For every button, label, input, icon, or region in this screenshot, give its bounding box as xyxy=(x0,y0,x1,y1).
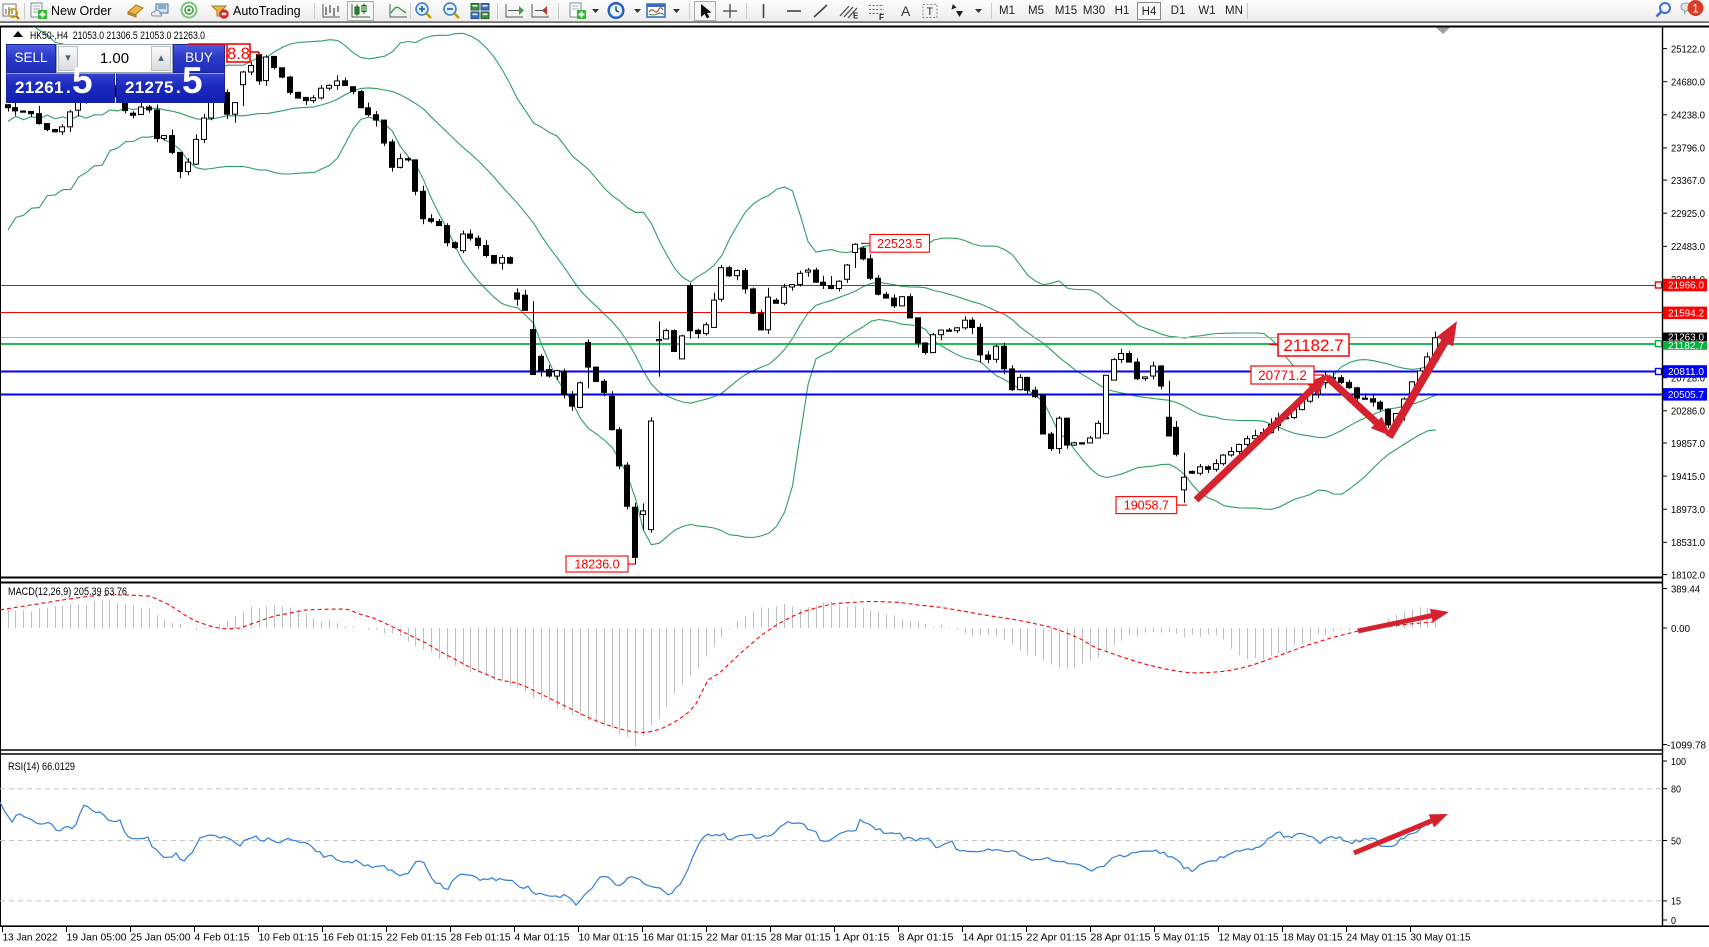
svg-text:5 May 01:15: 5 May 01:15 xyxy=(1155,932,1210,944)
svg-text:-1099.78: -1099.78 xyxy=(1667,739,1706,751)
svg-text:28 Mar 01:15: 28 Mar 01:15 xyxy=(771,932,831,944)
svg-text:19058.7: 19058.7 xyxy=(1124,499,1169,513)
svg-text:28 Apr 01:15: 28 Apr 01:15 xyxy=(1091,932,1151,944)
svg-text:18531.0: 18531.0 xyxy=(1671,537,1705,549)
svg-text:22925.0: 22925.0 xyxy=(1671,208,1705,220)
svg-text:4 Feb 01:15: 4 Feb 01:15 xyxy=(195,932,250,944)
svg-text:23367.0: 23367.0 xyxy=(1671,175,1705,187)
svg-text:100: 100 xyxy=(1671,756,1686,768)
svg-text:14 Apr 01:15: 14 Apr 01:15 xyxy=(963,932,1023,944)
svg-text:19 Jan 05:00: 19 Jan 05:00 xyxy=(67,932,127,944)
svg-text:F: F xyxy=(879,13,884,22)
svg-text:15: 15 xyxy=(1671,896,1681,908)
svg-text:50: 50 xyxy=(1671,835,1681,847)
svg-text:24238.0: 24238.0 xyxy=(1671,110,1705,122)
svg-text:4 Mar 01:15: 4 Mar 01:15 xyxy=(515,932,570,944)
svg-text:20505.7: 20505.7 xyxy=(1668,389,1704,401)
svg-text:24680.0: 24680.0 xyxy=(1671,77,1705,89)
svg-text:22 Mar 01:15: 22 Mar 01:15 xyxy=(707,932,767,944)
svg-text:1 Apr 01:15: 1 Apr 01:15 xyxy=(835,932,890,944)
svg-text:389.44: 389.44 xyxy=(1671,583,1700,595)
svg-text:8.8: 8.8 xyxy=(227,45,250,63)
svg-text:20771.2: 20771.2 xyxy=(1258,368,1307,383)
svg-text:21263.0: 21263.0 xyxy=(1668,331,1704,343)
svg-text:21594.2: 21594.2 xyxy=(1668,307,1704,319)
svg-text:18102.0: 18102.0 xyxy=(1671,569,1705,581)
svg-text:0.00: 0.00 xyxy=(1671,623,1690,635)
svg-text:13 Jan 2022: 13 Jan 2022 xyxy=(3,932,58,944)
svg-text:24 May 01:15: 24 May 01:15 xyxy=(1347,932,1407,944)
svg-text:19415.0: 19415.0 xyxy=(1671,471,1705,483)
svg-text:25 Jan 05:00: 25 Jan 05:00 xyxy=(131,932,191,944)
svg-text:22483.0: 22483.0 xyxy=(1671,241,1705,253)
svg-text:21182.7: 21182.7 xyxy=(1283,336,1343,355)
svg-text:18973.0: 18973.0 xyxy=(1671,504,1705,516)
svg-text:21966.0: 21966.0 xyxy=(1668,280,1704,292)
svg-text:HK50-,H4 21053.0 21306.5 2105: HK50-,H4 21053.0 21306.5 21053.0 21263.0 xyxy=(30,30,205,42)
svg-text:RSI(14) 66.0129: RSI(14) 66.0129 xyxy=(8,761,75,773)
svg-text:20286.0: 20286.0 xyxy=(1671,406,1705,418)
svg-text:18236.0: 18236.0 xyxy=(574,558,619,572)
svg-text:16 Mar 01:15: 16 Mar 01:15 xyxy=(643,932,703,944)
svg-text:AutoTrading: AutoTrading xyxy=(233,4,301,18)
svg-text:23796.0: 23796.0 xyxy=(1671,143,1705,155)
svg-text:T: T xyxy=(927,6,934,18)
svg-text:80: 80 xyxy=(1671,784,1681,796)
svg-text:22 Feb 01:15: 22 Feb 01:15 xyxy=(387,932,447,944)
svg-text:MACD(12,26,9) 205.39 63.76: MACD(12,26,9) 205.39 63.76 xyxy=(8,586,127,598)
svg-text:New Order: New Order xyxy=(51,4,111,18)
svg-text:20811.0: 20811.0 xyxy=(1668,366,1704,378)
svg-text:22523.5: 22523.5 xyxy=(877,237,922,251)
svg-text:10 Feb 01:15: 10 Feb 01:15 xyxy=(259,932,319,944)
svg-text:8 Apr 01:15: 8 Apr 01:15 xyxy=(899,932,954,944)
svg-text:12 May 01:15: 12 May 01:15 xyxy=(1219,932,1279,944)
svg-text:E: E xyxy=(853,12,859,21)
svg-text:A: A xyxy=(901,3,911,19)
svg-text:21182.7: 21182.7 xyxy=(1668,340,1704,352)
svg-text:25122.0: 25122.0 xyxy=(1671,43,1705,55)
svg-text:18 May 01:15: 18 May 01:15 xyxy=(1283,932,1343,944)
svg-text:10 Mar 01:15: 10 Mar 01:15 xyxy=(579,932,639,944)
svg-text:22 Apr 01:15: 22 Apr 01:15 xyxy=(1027,932,1087,944)
svg-text:19857.0: 19857.0 xyxy=(1671,438,1705,450)
svg-text:16 Feb 01:15: 16 Feb 01:15 xyxy=(323,932,383,944)
svg-text:30 May 01:15: 30 May 01:15 xyxy=(1411,932,1471,944)
svg-text:28 Feb 01:15: 28 Feb 01:15 xyxy=(451,932,511,944)
svg-text:1: 1 xyxy=(1692,1,1699,15)
svg-text:0: 0 xyxy=(1671,915,1676,927)
